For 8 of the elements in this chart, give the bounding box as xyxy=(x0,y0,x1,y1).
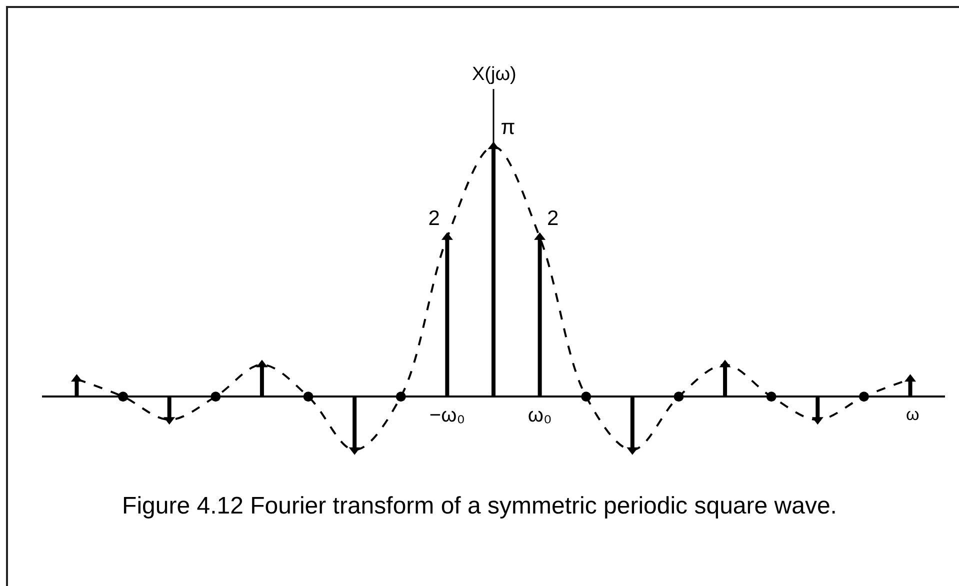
y-axis-title: X(jω) xyxy=(472,64,516,85)
x-tick-label: ω₀ xyxy=(528,404,552,427)
text: Figure 4.12 Fourier transform of a symmetric periodic square wave. xyxy=(122,492,837,520)
x-tick-label: −ω₀ xyxy=(429,404,465,427)
data-label: 2 xyxy=(547,206,559,230)
x-axis-title: ω xyxy=(906,405,920,424)
data-label: 2 xyxy=(428,206,440,230)
data-label: π xyxy=(500,116,516,140)
